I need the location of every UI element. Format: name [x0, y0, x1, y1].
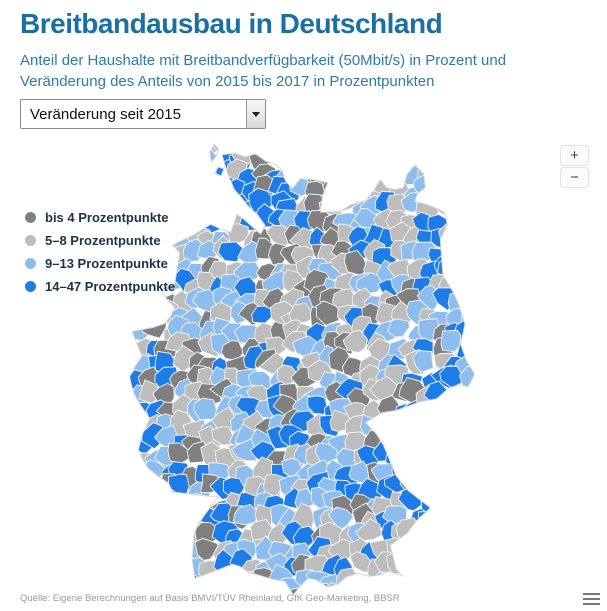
metric-select-arrow-button[interactable]	[246, 100, 265, 128]
legend-swatch-icon	[25, 258, 36, 269]
legend-item: 14–47 Prozentpunkte	[25, 275, 175, 298]
legend-label: 5–8 Prozentpunkte	[45, 233, 161, 248]
legend-item: 9–13 Prozentpunkte	[25, 252, 175, 275]
legend-label: bis 4 Prozentpunkte	[45, 210, 169, 225]
chevron-down-icon	[252, 111, 260, 117]
legend-label: 9–13 Prozentpunkte	[45, 256, 168, 271]
legend-swatch-icon	[25, 235, 36, 246]
legend: bis 4 Prozentpunkte 5–8 Prozentpunkte 9–…	[25, 206, 175, 298]
legend-swatch-icon	[25, 212, 36, 223]
source-text: Quelle: Eigene Berechnungen auf Basis BM…	[20, 593, 400, 604]
page-title: Breitbandausbau in Deutschland	[20, 8, 443, 39]
map-zoom-controls: + −	[560, 145, 589, 188]
germany-choropleth-map[interactable]	[127, 143, 479, 599]
zoom-out-button[interactable]: −	[560, 167, 589, 188]
subtitle: Anteil der Haushalte mit Breitbandverfüg…	[20, 50, 560, 92]
legend-item: bis 4 Prozentpunkte	[25, 206, 175, 229]
zoom-in-button[interactable]: +	[560, 145, 589, 166]
subtitle-line-1: Anteil der Haushalte mit Breitbandverfüg…	[20, 52, 507, 69]
legend-swatch-icon	[25, 281, 36, 292]
metric-select[interactable]: Veränderung seit 2015	[20, 99, 266, 129]
legend-item: 5–8 Prozentpunkte	[25, 229, 175, 252]
district-cells	[129, 143, 475, 596]
germany-map-svg	[129, 143, 476, 596]
export-menu-button[interactable]	[583, 593, 600, 605]
menu-icon	[583, 593, 600, 595]
subtitle-line-2: Veränderung des Anteils von 2015 bis 201…	[20, 73, 435, 90]
legend-label: 14–47 Prozentpunkte	[45, 279, 176, 294]
metric-select-value: Veränderung seit 2015	[30, 105, 181, 123]
germany-outline	[129, 143, 476, 596]
